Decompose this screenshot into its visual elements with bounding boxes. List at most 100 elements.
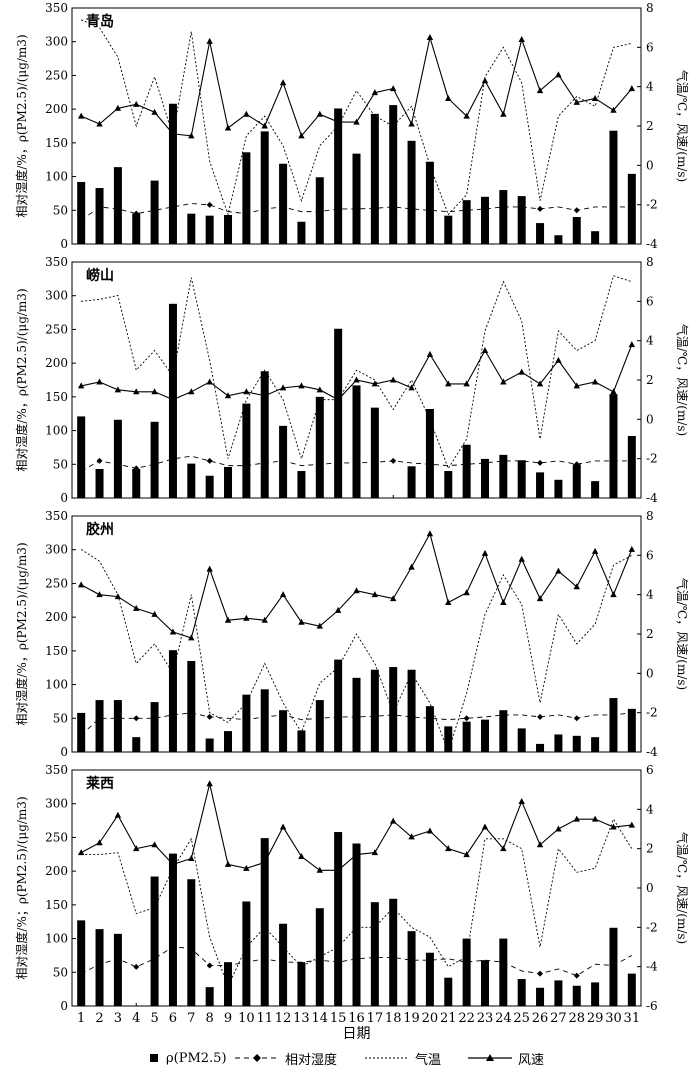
x-tick-label: 18 [385, 1011, 402, 1026]
pm25-bar [554, 734, 563, 752]
pm25-bar [352, 385, 361, 498]
pm25-bar [444, 726, 453, 752]
wind-point [500, 845, 507, 852]
wind-point [316, 866, 323, 873]
pm25-bar [132, 469, 141, 498]
wind-point [390, 376, 397, 383]
x-tick-label: 5 [150, 1011, 158, 1026]
humidity-point [500, 203, 507, 210]
x-tick-label: 10 [238, 1011, 255, 1026]
left-tick-label: 350 [45, 1, 68, 15]
wind-point [628, 341, 636, 348]
left-tick-label: 0 [60, 491, 68, 505]
pm25-bar [591, 982, 600, 1006]
wind-point [243, 110, 250, 117]
humidity-point [537, 970, 544, 977]
right-axis-label: 气温/℃，风速/(m/s) [675, 70, 690, 182]
wind-point [463, 380, 470, 387]
legend-pm: ρ(PM2.5) [148, 1044, 227, 1072]
x-tick-label: 15 [330, 1011, 347, 1026]
left-axis-label: 相对湿度/%；ρ(PM2.5)/(μg/m3) [14, 796, 29, 979]
x-tick-label: 12 [275, 1011, 292, 1026]
legend-pm-swatch [150, 1054, 158, 1062]
x-tick-label: 20 [422, 1011, 439, 1026]
wind-point [573, 583, 580, 590]
humidity-point [133, 465, 140, 472]
x-tick-label: 14 [312, 1011, 329, 1026]
humidity-point [573, 972, 580, 979]
wind-point [298, 132, 305, 139]
pm25-bar [462, 721, 471, 752]
left-tick-label: 200 [45, 610, 68, 624]
x-tick-label: 23 [477, 1011, 494, 1026]
pm25-bar [279, 710, 288, 752]
humidity-point [353, 459, 360, 466]
wind-point [555, 825, 562, 832]
pm25-bar [205, 475, 214, 498]
humidity-point [463, 207, 470, 214]
right-tick-label: 2 [646, 842, 654, 856]
pm25-bar [334, 328, 343, 498]
right-tick-label: -4 [646, 960, 658, 974]
x-tick-label: 19 [403, 1011, 420, 1026]
humidity-point [243, 462, 250, 469]
pm25-bar [205, 738, 214, 752]
humidity-point [426, 957, 433, 964]
humidity-point [610, 962, 617, 969]
left-tick-label: 200 [45, 864, 68, 878]
wind-point [96, 378, 103, 385]
x-tick-label: 29 [587, 1011, 604, 1026]
humidity-point [96, 203, 103, 210]
pm25-bar [572, 217, 581, 244]
wind-point [390, 85, 397, 92]
wind-point [316, 622, 323, 629]
pm25-bar [95, 700, 104, 752]
pm25-bar [554, 980, 563, 1006]
right-axis-label: 气温/℃，风速/(m/s) [675, 832, 690, 944]
humidity-point [390, 954, 397, 961]
pm25-bar [352, 153, 361, 244]
right-tick-label: 6 [646, 294, 654, 308]
humidity-point [426, 461, 433, 468]
wind-point [536, 380, 544, 387]
wind-point [591, 815, 599, 822]
humidity-point [206, 962, 213, 969]
pm25-bar [168, 103, 177, 245]
humidity-point [316, 208, 323, 215]
wind-point [224, 616, 232, 623]
right-tick-label: -2 [646, 706, 658, 720]
pm25-bar [242, 403, 251, 498]
wind-point [628, 821, 636, 828]
right-tick-label: -2 [646, 920, 658, 934]
pm25-bar [297, 962, 306, 1006]
pm25-bar [187, 213, 196, 244]
pm25-bar [95, 469, 104, 498]
wind-point [518, 35, 525, 42]
humidity-point [537, 205, 544, 212]
pm25-bar [462, 444, 471, 498]
x-tick-label: 28 [568, 1011, 585, 1026]
humidity-point [353, 955, 360, 962]
x-tick-label: 16 [348, 1011, 365, 1026]
wind-point [390, 817, 397, 824]
pm25-bar [168, 650, 177, 752]
pm25-bar [517, 728, 526, 752]
pm25-bar [591, 231, 600, 244]
left-tick-label: 300 [45, 797, 68, 811]
panel-4: 0 50 100 150 200 250 300 350 -6 -4 -2 0 2 4 6 莱西相对湿度/%；… [14, 763, 690, 1013]
wind-point [96, 839, 103, 846]
pm25-bar [627, 708, 636, 752]
wind-point [188, 388, 195, 395]
left-tick-label: 0 [60, 745, 68, 759]
x-tick-label: 13 [293, 1011, 310, 1026]
pm25-bar [77, 920, 86, 1006]
humidity-point [206, 713, 213, 720]
left-tick-label: 250 [45, 322, 68, 336]
wind-point [408, 384, 415, 391]
humidity-point [316, 715, 323, 722]
pm25-bar [260, 131, 269, 244]
left-tick-label: 150 [45, 644, 68, 658]
pm25-bar [95, 929, 104, 1006]
wind-point [371, 380, 379, 387]
right-axis-label: 气温/℃，风速/(m/s) [675, 578, 690, 690]
